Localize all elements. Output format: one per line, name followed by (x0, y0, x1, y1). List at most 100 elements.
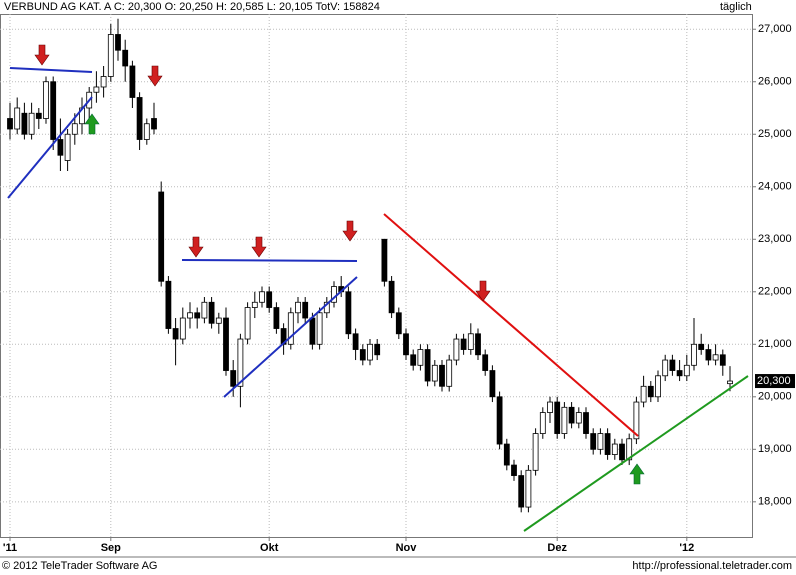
resistance-line (181, 259, 358, 262)
candle-body (417, 349, 424, 366)
x-tick-label: '12 (679, 542, 694, 554)
y-tick-label: 23,000 (758, 233, 792, 245)
candle-body (489, 370, 496, 398)
candle-body (561, 406, 568, 434)
candle-body (194, 312, 201, 319)
candle-body (129, 65, 136, 98)
x-tick-label: '11 (3, 542, 17, 554)
candle-body (727, 380, 733, 385)
candle-body (71, 123, 78, 135)
candle-body (583, 412, 589, 434)
candle-body (251, 301, 258, 308)
candle-body (475, 333, 481, 356)
candle-body (590, 433, 597, 450)
candle-body (511, 464, 517, 476)
candle-body (547, 401, 553, 413)
candle-body (503, 443, 510, 466)
candle-body (381, 238, 388, 282)
copyright: © 2012 TeleTrader Software AG (2, 560, 157, 572)
candle-body (439, 364, 445, 387)
candle-body (302, 301, 309, 319)
y-tick-label: 21,000 (758, 338, 792, 350)
candle-body (172, 328, 179, 340)
candle-body (259, 291, 265, 303)
candle-body (460, 338, 467, 350)
candle-body (316, 312, 323, 345)
candle-body (705, 349, 712, 361)
candle-body (698, 343, 705, 350)
candle-body (539, 412, 546, 434)
candle-body (244, 307, 251, 340)
candle-body (453, 338, 460, 361)
candle-body (691, 343, 697, 366)
candle-body (352, 333, 359, 350)
y-tick-label: 18,000 (758, 496, 792, 508)
candle-body (136, 97, 143, 140)
candle-body (107, 34, 114, 77)
y-tick-label: 26,000 (758, 76, 792, 88)
candle-body (532, 433, 539, 471)
candle-body (201, 301, 208, 319)
candle-body (28, 112, 35, 135)
candle-body (35, 112, 42, 119)
candle-body (367, 343, 373, 361)
y-tick-label: 22,000 (758, 286, 792, 298)
candle-body (208, 301, 215, 324)
candle-body (410, 354, 417, 366)
support-line (223, 276, 358, 398)
candle-body (482, 354, 489, 371)
candle-body (496, 396, 503, 445)
candle-body (712, 354, 719, 361)
resistance-line (9, 67, 93, 73)
downtrend-line (383, 213, 639, 437)
plot-frame (0, 14, 753, 538)
x-tick-label: Nov (396, 542, 418, 554)
candle-body (626, 438, 633, 461)
y-tick-label: 20,000 (758, 391, 792, 403)
candle-body (619, 443, 625, 461)
candle-body (424, 349, 431, 382)
candle-body (640, 385, 647, 403)
candle-body (309, 317, 316, 345)
candle-body (230, 370, 237, 387)
candle-body (655, 375, 661, 398)
candle-body (215, 317, 222, 324)
last-price-box (755, 374, 795, 389)
last-price-label: 20,300 (757, 375, 791, 387)
candle-body (359, 349, 366, 361)
candle-body (7, 118, 13, 130)
candle-body (683, 364, 690, 377)
candle-body (395, 312, 402, 335)
candle-body (179, 317, 186, 340)
candle-body (597, 433, 604, 450)
candle-body (719, 354, 726, 366)
candle-body (669, 359, 676, 371)
frequency: täglich (720, 1, 752, 13)
candle-body (237, 338, 244, 387)
candle-body (388, 280, 395, 314)
candle-body (43, 81, 49, 119)
candle-body (143, 123, 150, 140)
candle-body (115, 34, 121, 51)
candle-body (273, 307, 280, 329)
candle-body (647, 385, 654, 398)
y-tick-label: 25,000 (758, 128, 792, 140)
y-tick-label: 27,000 (758, 23, 792, 35)
candle-body (295, 301, 301, 314)
candle-body (187, 312, 193, 319)
candle-body (633, 401, 640, 440)
uptrend-line (523, 375, 749, 532)
x-tick-label: Dez (547, 542, 567, 554)
candle-body (287, 312, 294, 345)
plot-area: 18,000 19,000 20,000 21,000 22,000 23,000 24,0… (0, 14, 795, 554)
candle-body (374, 343, 381, 356)
candle-body (554, 401, 561, 434)
candle-body (446, 359, 453, 387)
candle-body (403, 333, 409, 356)
candle-body (122, 49, 129, 67)
candle-body (100, 76, 107, 88)
candle-body (21, 112, 28, 135)
annotations (7, 67, 749, 532)
